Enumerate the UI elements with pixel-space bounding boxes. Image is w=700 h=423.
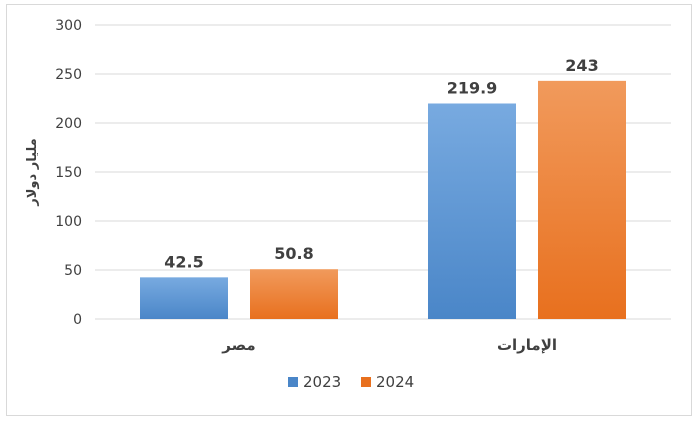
data-labels: 42.5 50.8 219.9 243 bbox=[164, 56, 598, 271]
bar-2023-1 bbox=[428, 103, 516, 319]
y-axis-ticks: 0 50 100 150 200 250 300 bbox=[55, 18, 82, 328]
data-label: 50.8 bbox=[274, 244, 313, 263]
y-tick-label: 250 bbox=[55, 67, 82, 83]
y-tick-label: 200 bbox=[55, 116, 82, 132]
y-tick-label: 0 bbox=[73, 312, 82, 328]
data-label: 219.9 bbox=[447, 78, 498, 97]
legend-swatch-2023 bbox=[288, 377, 298, 387]
category-label: مصر bbox=[221, 336, 255, 354]
legend-label: 2023 bbox=[303, 373, 341, 391]
y-tick-label: 150 bbox=[55, 165, 82, 181]
category-labels: مصر الإمارات bbox=[221, 336, 557, 354]
legend-label: 2024 bbox=[376, 373, 414, 391]
category-label: الإمارات bbox=[497, 336, 557, 354]
bar-2024-0 bbox=[250, 269, 338, 319]
bar-2023-0 bbox=[140, 277, 228, 319]
data-label: 243 bbox=[565, 56, 598, 75]
y-tick-label: 100 bbox=[55, 214, 82, 230]
data-label: 42.5 bbox=[164, 252, 203, 271]
y-tick-label: 50 bbox=[64, 263, 82, 279]
bars bbox=[140, 80, 626, 319]
bar-2024-1 bbox=[538, 80, 626, 319]
legend-swatch-2024 bbox=[361, 377, 371, 387]
y-tick-label: 300 bbox=[55, 18, 82, 34]
y-axis-label: مليار دولار bbox=[25, 138, 40, 206]
legend: 2023 2024 bbox=[288, 373, 414, 391]
